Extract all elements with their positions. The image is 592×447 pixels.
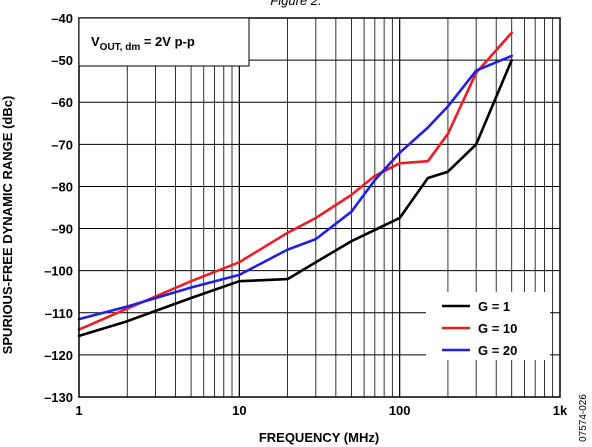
x-axis-title: FREQUENCY (MHz) [259, 430, 379, 445]
conditions-annotation: VOUT, dm = 2V p-p [78, 17, 250, 67]
legend-label-g-1: G = 1 [478, 299, 510, 314]
plot-frame [78, 17, 561, 398]
y-axis-title: SPURIOUS-FREE DYNAMIC RANGE (dBc) [0, 96, 15, 355]
series-line-g-10 [77, 31, 514, 331]
x-tick-labels: 1 10 100 1k [75, 403, 568, 418]
series-line-g-20 [77, 54, 514, 321]
x-tick-label: 1 [75, 403, 82, 418]
y-tick-label: –50 [51, 53, 73, 68]
legend-box [426, 292, 550, 360]
annotation-value: = 2V p-p [140, 34, 195, 49]
figure-id: 07574-026 [578, 394, 589, 442]
annotation-text: VOUT, dm = 2V p-p [91, 34, 195, 53]
y-tick-label: –130 [44, 390, 73, 405]
y-tick-label: –80 [51, 179, 73, 194]
y-tick-label: –110 [45, 306, 73, 321]
x-tick-label: 1k [553, 403, 568, 418]
x-tick-label: 10 [232, 403, 246, 418]
legend: G = 1 G = 10 G = 20 [426, 292, 550, 360]
y-tick-label: –100 [44, 264, 73, 279]
figure-caption: Figure 2. [270, 0, 322, 8]
y-tick-labels: –130 –120 –110 –100 –90 –80 –70 –60 –50 –40 [44, 11, 73, 405]
legend-label-g-20: G = 20 [478, 343, 517, 358]
annotation-v: V [91, 34, 100, 49]
series-lines [77, 31, 514, 338]
legend-label-g-10: G = 10 [478, 321, 517, 336]
annotation-box [78, 17, 250, 67]
y-tick-label: –120 [44, 348, 73, 363]
y-tick-label: –60 [51, 95, 73, 110]
annotation-subscript: OUT, dm [100, 42, 141, 53]
y-tick-label: –90 [51, 222, 73, 237]
x-tick-label: 100 [389, 403, 411, 418]
y-tick-label: –40 [51, 11, 73, 26]
series-line-g-1 [77, 58, 514, 338]
y-tick-label: –70 [51, 137, 73, 152]
